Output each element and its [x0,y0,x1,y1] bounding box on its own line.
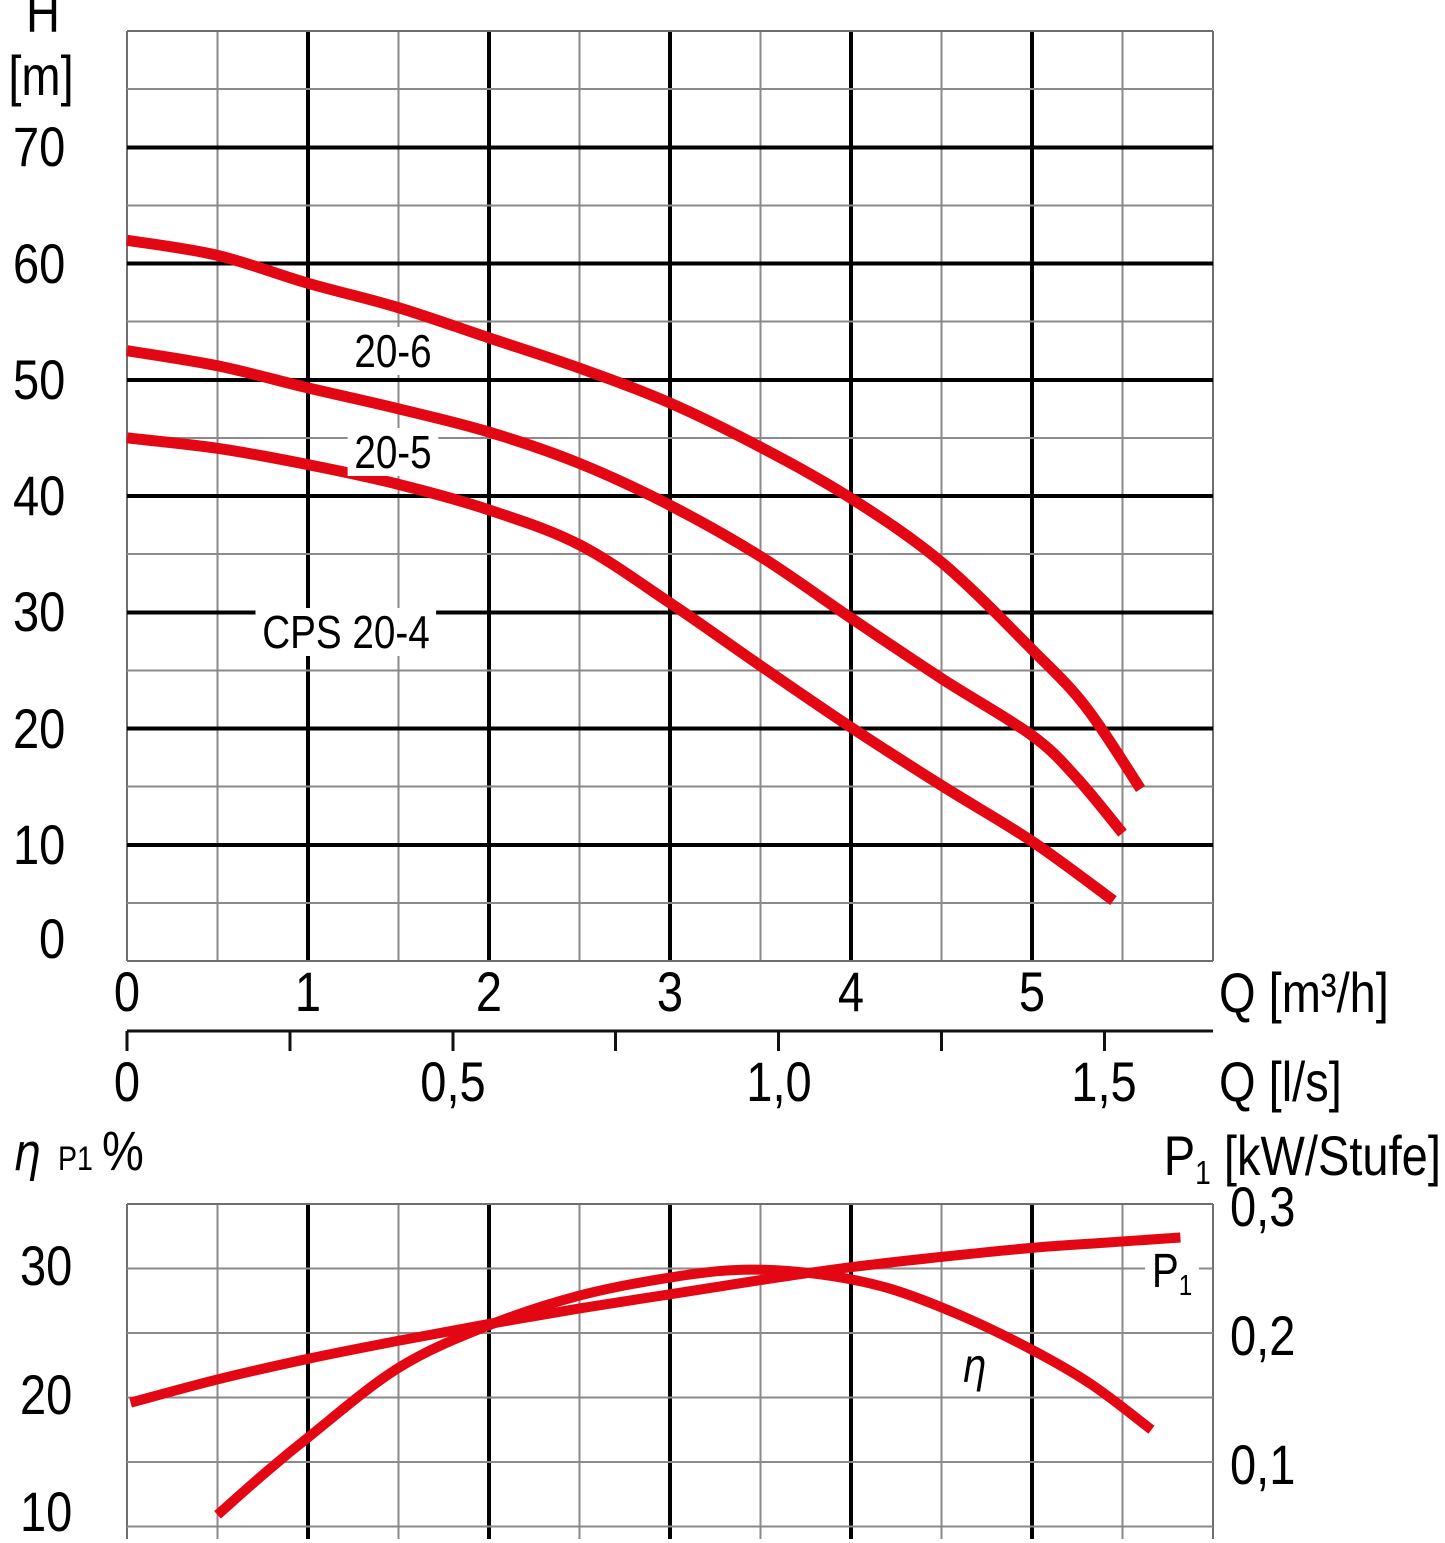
curve-P1 [129,1232,1181,1408]
curve-20-6 [126,234,1146,793]
h-tick-label-70: 70 [12,115,65,179]
curve-label-20-6: 20-6 [347,326,439,375]
p1-tick-label-0,2: 0,2 [1230,1304,1296,1367]
y-axis-unit: [m] [8,44,74,107]
curve-CPS-20-4 [126,432,1117,905]
curve-label-20-5: 20-5 [347,427,439,476]
h-tick-label-50: 50 [12,347,65,411]
eta-tick-label-30: 30 [19,1233,72,1297]
p1-tick-label-0,1: 0,1 [1230,1433,1296,1496]
curve-eta [214,1264,1155,1519]
h-tick-label-40: 40 [12,464,65,527]
x-axis-title-m3h: Q [m³/h] [1219,961,1389,1024]
q-m3h-tick-label-4: 4 [837,960,865,1023]
power-axis-title-text: P1 [kW/Stufe] [1163,1124,1441,1193]
q-ls-tick-label-1,5: 1,5 [1071,1050,1138,1113]
h-tick-label-10: 10 [12,812,65,876]
y-axis-title: H [26,0,60,44]
p1-small-label: P1 [57,1140,93,1178]
curve-label-CPS-20-4: CPS 20-4 [255,608,437,656]
q-m3h-tick-label-0: 0 [113,960,141,1023]
q-m3h-tick-label-2: 2 [475,960,503,1023]
curve-label-P1-text: P1 [1151,1245,1193,1303]
q-m3h-tick-label-3: 3 [656,960,684,1023]
power-axis-title: P1 [kW/Stufe] [1111,1124,1441,1193]
eta-tick-label-20: 20 [19,1362,72,1426]
q-ls-tick-label-0: 0 [113,1050,141,1113]
percent-sign: % [101,1119,144,1182]
h-tick-label-20: 20 [12,696,65,760]
x-axis-title-ls: Q [l/s] [1219,1050,1342,1113]
q-m3h-tick-label-5: 5 [1018,960,1046,1023]
eta-symbol: η [13,1123,41,1183]
q-m3h-tick-label-1: 1 [294,960,322,1023]
q-ls-tick-label-0,5: 0,5 [420,1050,486,1113]
curve-20-5 [126,345,1127,837]
efficiency-axis-title: η P1% [13,1119,151,1183]
p1-tick-label-0,3: 0,3 [1230,1175,1296,1238]
q-ls-tick-label-1,0: 1,0 [745,1050,812,1113]
eta-tick-label-10: 10 [19,1480,72,1543]
curve-label-P1: P1 [1145,1245,1199,1303]
h-tick-label-60: 60 [12,231,65,295]
h-tick-label-30: 30 [12,580,65,644]
h-tick-label-0: 0 [38,907,65,970]
curve-label-eta: η [955,1342,993,1390]
